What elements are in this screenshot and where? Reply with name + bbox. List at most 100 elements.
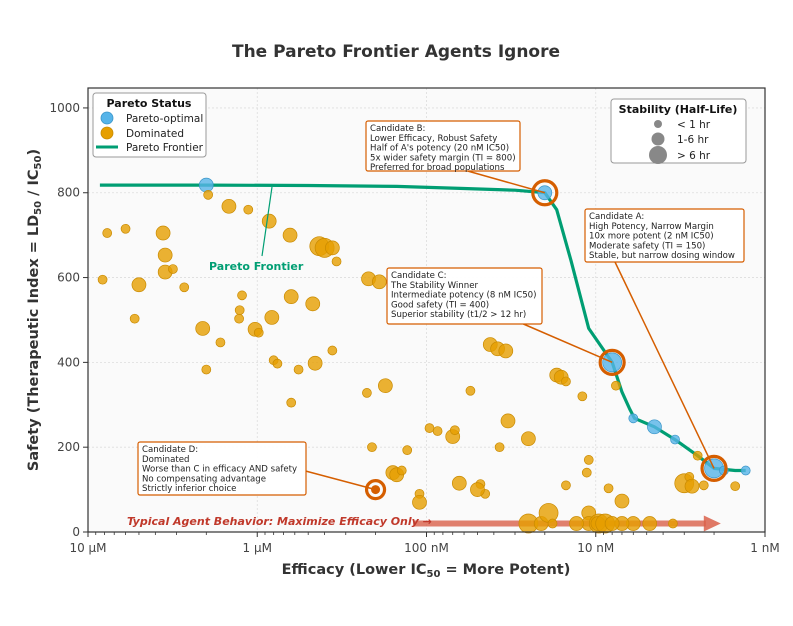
candidate-a-line: Candidate A: — [589, 212, 644, 222]
dominated-point — [362, 388, 372, 398]
dominated-point — [264, 310, 280, 325]
pareto-point — [628, 413, 639, 424]
y-tick-label: 1000 — [49, 101, 80, 115]
dominated-point — [234, 305, 245, 316]
candidate-a-line: Moderate safety (TI = 150) — [589, 241, 705, 251]
dominated-point — [698, 480, 709, 491]
dominated-point — [131, 277, 147, 293]
pareto-point — [740, 465, 751, 476]
dominated-point — [215, 337, 226, 348]
candidate-highlight-ring-icon — [700, 454, 728, 482]
dominated-point — [412, 494, 427, 510]
candidate-annotations: Candidate B:Lower Efficacy, Robust Safet… — [137, 120, 745, 501]
candidate-c-line: Candidate C: — [391, 271, 447, 281]
candidate-b-line: Preferred for broad populations — [370, 163, 505, 173]
x-tick-label: 100 nM — [404, 541, 449, 555]
candidate-a-line: 10x more potent (2 nM IC50) — [589, 232, 714, 242]
pareto-point — [670, 434, 680, 445]
dominated-point — [378, 378, 393, 394]
x-tick-label: 1 μM — [243, 541, 272, 555]
dominated-point — [498, 343, 514, 359]
x-tick-label: 10 μM — [69, 541, 106, 555]
dominated-point — [203, 190, 214, 200]
dominated-point — [157, 247, 173, 263]
candidate-b-line: Candidate B: — [370, 124, 425, 134]
dominated-point — [243, 204, 254, 215]
dominated-point — [604, 516, 620, 531]
dominated-point — [234, 313, 244, 324]
dominated-point — [293, 364, 304, 375]
dominated-point — [201, 364, 212, 375]
y-tick-label: 600 — [57, 271, 80, 285]
legend-pareto-status: Pareto Status Pareto-optimal Dominated P… — [92, 92, 207, 158]
dominated-marker-icon — [100, 126, 114, 140]
dominated-point — [155, 225, 171, 241]
candidate-b-box: Candidate B:Lower Efficacy, Robust Safet… — [365, 120, 521, 173]
dominated-point — [102, 228, 113, 238]
x-axis-label-pre: Efficacy (Lower IC — [282, 562, 427, 578]
candidate-c-line: Intermediate potency (8 nM IC50) — [391, 291, 537, 301]
dominated-point — [371, 274, 387, 290]
legend-stability-title: Stability (Half-Life) — [619, 103, 738, 116]
candidate-d-line: Dominated — [142, 455, 189, 465]
dominated-point — [642, 516, 658, 531]
candidate-c-line: The Stability Winner — [390, 281, 478, 291]
x-axis-label-sub: 50 — [427, 569, 441, 580]
dominated-point — [129, 313, 140, 324]
medium-size-marker-icon — [651, 132, 665, 146]
dominated-point — [603, 483, 614, 494]
dominated-point — [253, 327, 264, 338]
dominated-point — [305, 296, 321, 312]
dominated-point — [614, 493, 630, 509]
dominated-point — [221, 198, 237, 214]
dominated-point — [730, 481, 741, 492]
candidate-a-box: Candidate A:High Potency, Narrow Margin1… — [584, 208, 745, 263]
dominated-point — [261, 213, 277, 229]
legend-item-frontier: Pareto Frontier — [126, 142, 204, 154]
dominated-point — [500, 413, 516, 429]
dominated-point — [451, 475, 467, 491]
dominated-point — [470, 482, 485, 497]
dominated-point — [684, 478, 700, 494]
axis-ticks: 10 μM 1 μM 100 nM 10 nM 1 nM 0 200 400 600 800 100… — [49, 101, 779, 555]
candidate-highlight-ring-icon — [531, 179, 559, 207]
x-axis-label: Efficacy (Lower IC50 = More Potent) — [282, 562, 571, 580]
dominated-point — [611, 380, 621, 391]
candidate-d-line: No compensating advantage — [142, 474, 266, 484]
y-tick-label: 0 — [72, 525, 80, 539]
y-axis-label-post: ) — [26, 149, 42, 156]
dominated-point — [547, 518, 558, 529]
candidate-d-line: Candidate D: — [142, 445, 198, 455]
y-axis-label-pre: Safety (Therapeutic Index = LD — [26, 215, 42, 471]
legend-item-dominated: Dominated — [126, 128, 184, 140]
dominated-point — [581, 467, 592, 478]
dominated-point — [668, 518, 678, 529]
dominated-point — [692, 450, 703, 461]
pareto-point — [647, 419, 662, 435]
candidate-b-line: Lower Efficacy, Robust Safety — [370, 134, 497, 144]
candidate-c-line: Good safety (TI = 400) — [391, 300, 489, 310]
dominated-point — [168, 264, 178, 274]
candidate-highlight-ring-icon — [364, 478, 387, 501]
dominated-point — [577, 391, 588, 402]
dominated-point — [402, 445, 413, 456]
candidate-c-line: Superior stability (t1/2 > 12 hr) — [391, 310, 526, 320]
y-axis-label-sub2: 50 — [33, 155, 44, 169]
dominated-point — [324, 240, 340, 256]
candidate-b-line: Half of A's potency (20 nM IC50) — [370, 144, 509, 154]
candidate-c-box: Candidate C:The Stability WinnerIntermed… — [386, 267, 543, 325]
candidate-highlight-ring-icon — [598, 348, 626, 376]
y-axis-label-mid: / IC — [26, 169, 42, 200]
x-tick-label: 1 nM — [750, 541, 779, 555]
chart-title: The Pareto Frontier Agents Ignore — [232, 42, 560, 62]
legend-item-pareto: Pareto-optimal — [126, 113, 203, 125]
dominated-point — [569, 516, 584, 531]
candidate-a-line: Stable, but narrow dosing window — [589, 251, 735, 261]
x-tick-label: 10 nM — [577, 541, 614, 555]
dominated-point — [307, 355, 323, 371]
legend-item-medium: 1-6 hr — [677, 134, 709, 146]
candidate-d-center-icon — [371, 485, 381, 495]
dominated-point — [286, 397, 297, 408]
candidate-d-line: Strictly inferior choice — [142, 484, 236, 494]
